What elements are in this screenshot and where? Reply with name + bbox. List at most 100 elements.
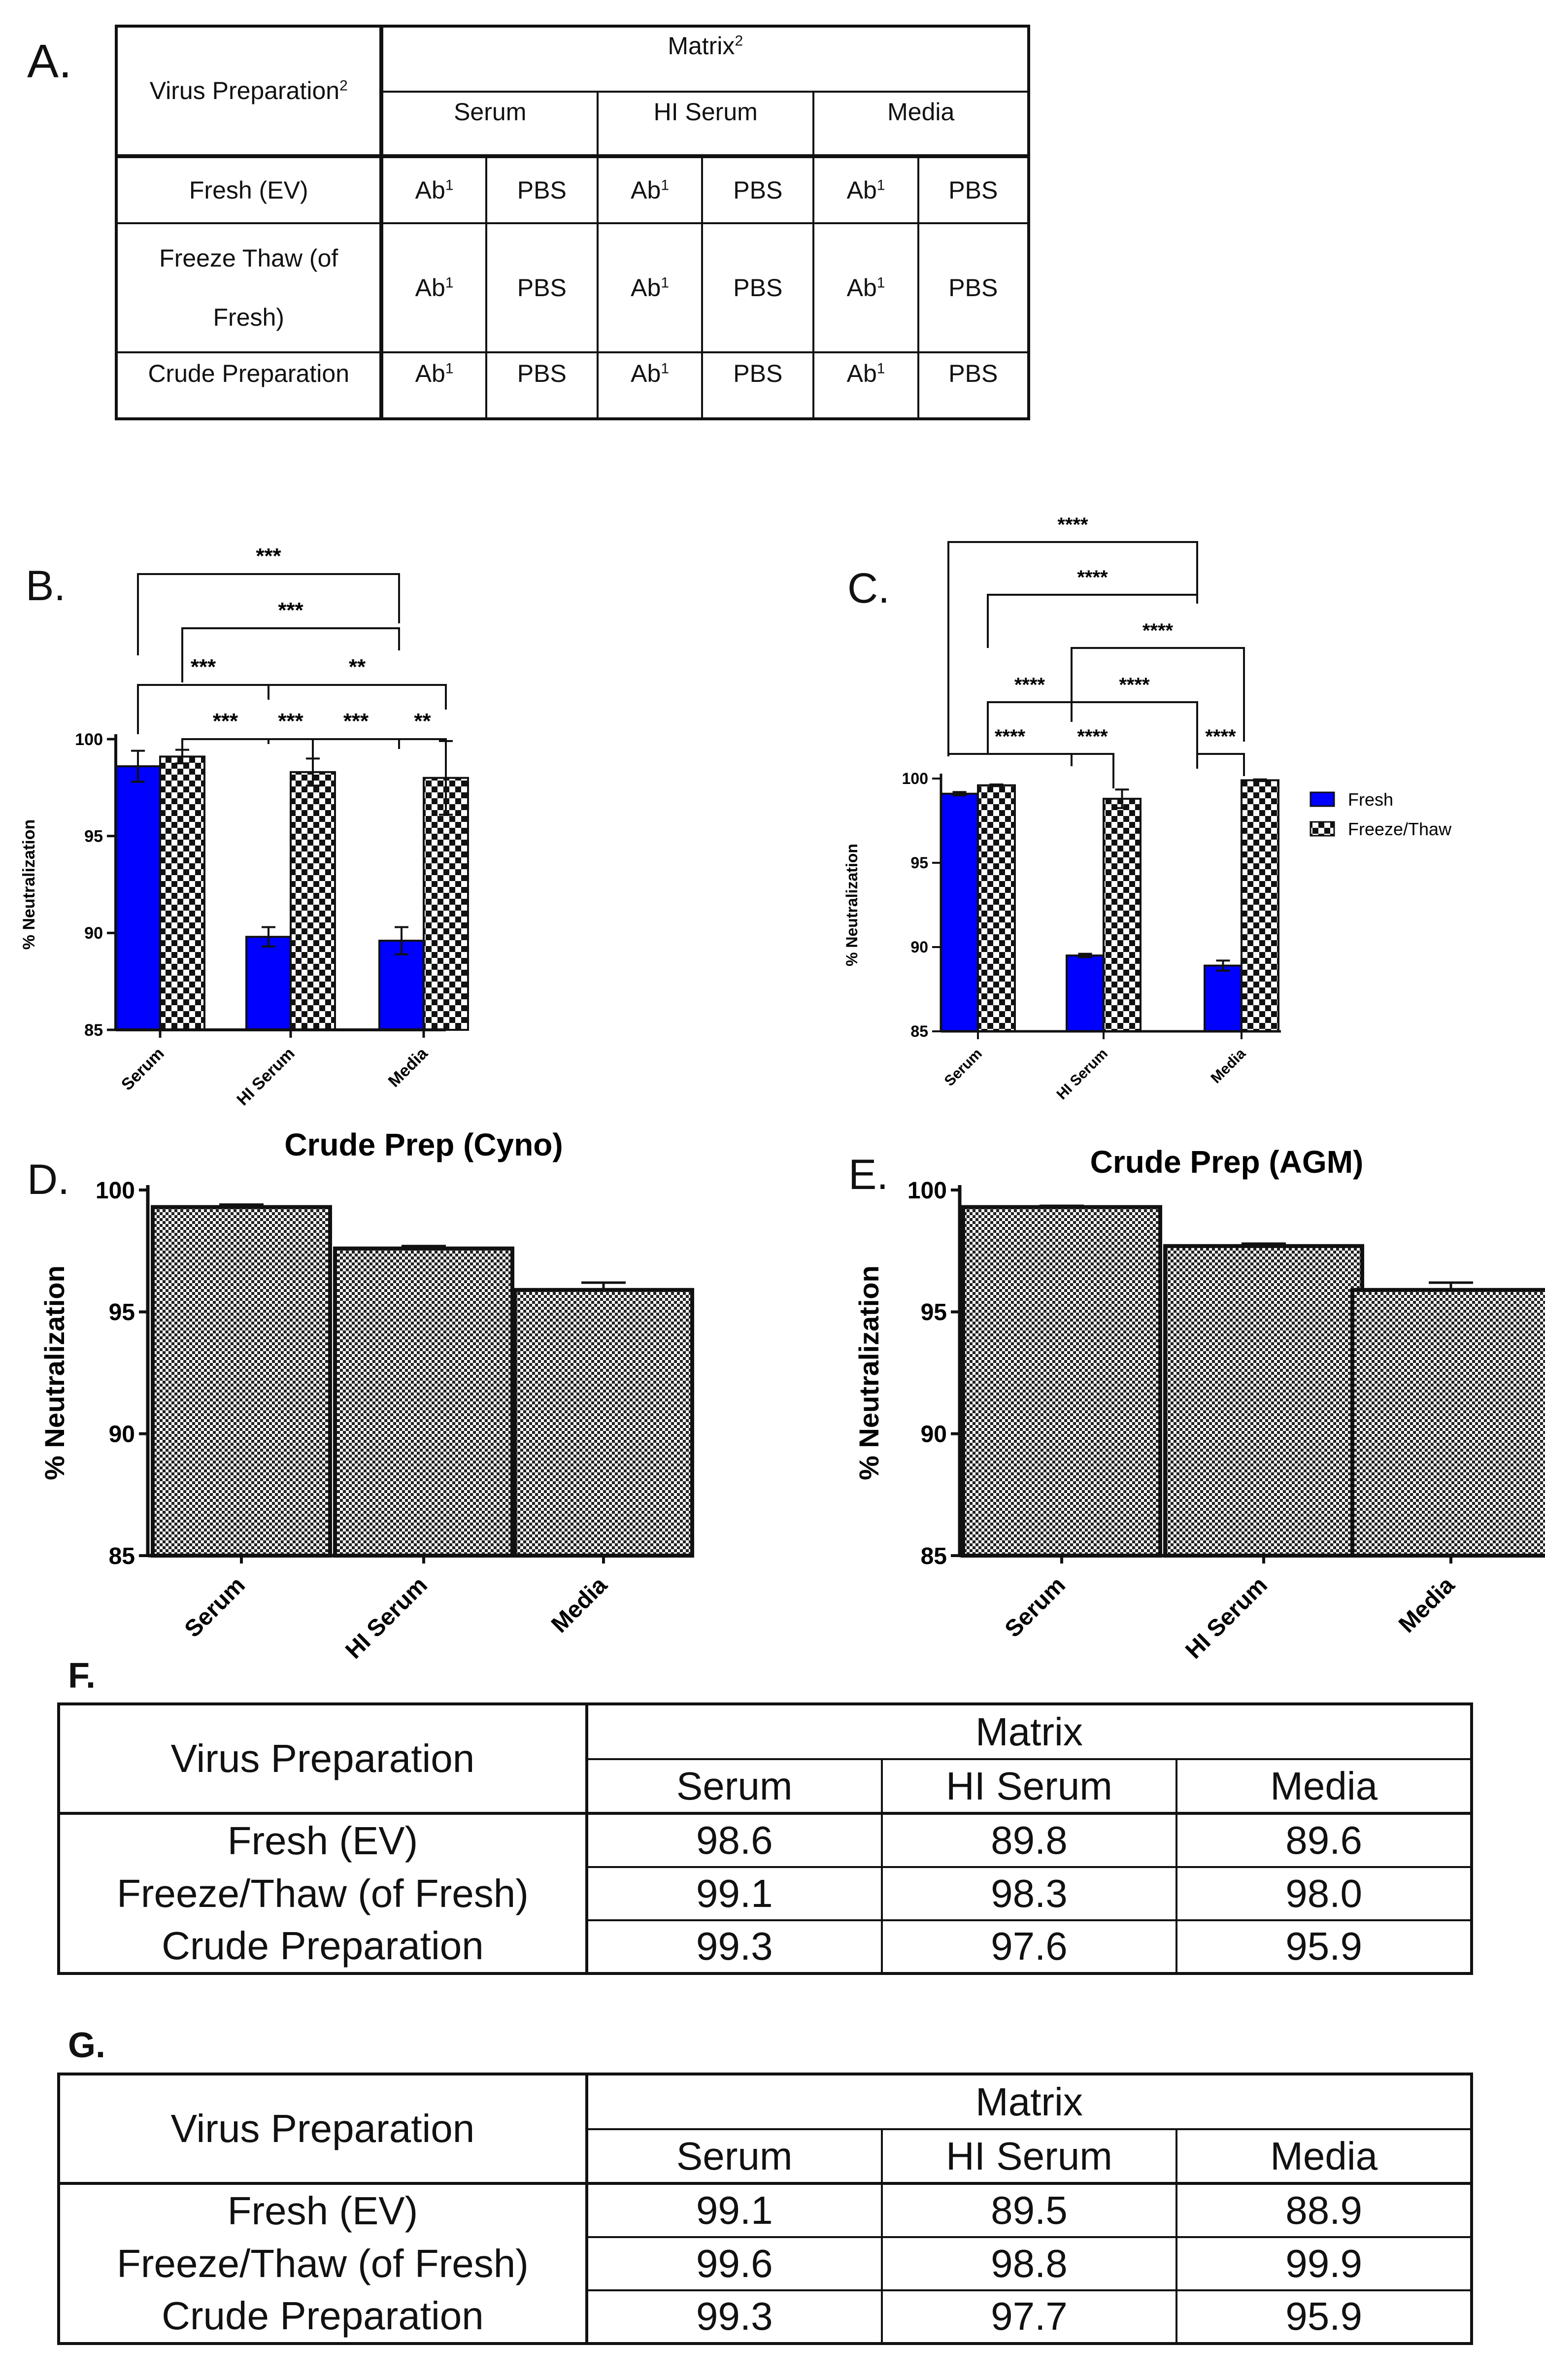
- cell-ab: Ab1: [380, 155, 487, 225]
- x-tick-label: Media: [546, 1572, 612, 1638]
- y-axis-label: % Neutralization: [853, 1265, 884, 1480]
- corner-sup: 2: [339, 77, 348, 94]
- significance-label: ***: [191, 655, 216, 679]
- x-tick-label: Serum: [941, 1046, 985, 1089]
- table-row: Freeze/Thaw (of Fresh) 99.1 98.3 98.0: [58, 1867, 1473, 1921]
- y-tick-label: 90: [910, 938, 928, 956]
- column-header: HI Serum: [880, 2129, 1178, 2185]
- x-tick-label: HI Serum: [1053, 1046, 1110, 1103]
- y-tick-label: 95: [910, 854, 928, 872]
- bar: [513, 1288, 694, 1558]
- table-cell: 97.6: [880, 1920, 1178, 1973]
- x-tick-label: Serum: [1000, 1572, 1071, 1642]
- table-corner: Virus Preparation: [58, 2074, 588, 2185]
- ab-text: Ab: [846, 359, 877, 387]
- y-axis-label: % Neutralization: [39, 1265, 70, 1480]
- bar: [159, 755, 205, 1031]
- chart-c: 85 90 95 100 % Neutralization Serum HI Serum Me…: [843, 514, 1452, 1103]
- ab-sup: 1: [661, 177, 669, 194]
- y-tick-label: 100: [907, 1178, 947, 1204]
- cell-pbs: PBS: [701, 351, 815, 420]
- table-row: Fresh (EV) 99.1 89.5 88.9: [58, 2183, 1473, 2238]
- row-label: Freeze/Thaw (of Fresh): [58, 1867, 588, 1920]
- table-row: Crude Preparation Ab1 PBS Ab1 PBS Ab1 PB…: [115, 351, 1030, 420]
- cell-pbs: PBS: [917, 351, 1030, 420]
- panel-label-b: B.: [26, 562, 66, 610]
- x-tick-label: HI Serum: [1180, 1572, 1272, 1664]
- corner-label: Virus Preparation: [149, 77, 340, 105]
- cell-ab: Ab1: [596, 351, 704, 420]
- panel-label-a: A.: [27, 35, 72, 88]
- table-row: Fresh (EV) Ab1 PBS Ab1 PBS Ab1 PBS: [115, 155, 1030, 225]
- bar: [961, 1205, 1162, 1558]
- cell-pbs: PBS: [485, 155, 599, 225]
- row-label: Crude Preparation: [58, 1920, 588, 1973]
- table-cell: 99.9: [1176, 2237, 1473, 2291]
- legend-label: Freeze/Thaw: [1348, 819, 1452, 839]
- table-row: Crude Preparation 99.3 97.6 95.9: [58, 1920, 1473, 1973]
- y-tick-label: 100: [96, 1178, 135, 1204]
- y-tick-label: 95: [109, 1299, 135, 1326]
- x-tick-label: Media: [1394, 1572, 1460, 1638]
- legend-swatch: [1310, 791, 1335, 807]
- chart-title: Crude Prep (Cyno): [284, 1127, 563, 1162]
- table-cell: 99.1: [585, 2183, 883, 2238]
- table-cell: 99.1: [585, 1867, 883, 1921]
- significance-label: ***: [213, 709, 238, 733]
- ab-text: Ab: [631, 176, 661, 204]
- cell-pbs: PBS: [485, 351, 599, 420]
- cell-ab: Ab1: [812, 222, 919, 353]
- bar: [1204, 964, 1243, 1032]
- cell-ab: Ab1: [812, 351, 919, 420]
- table-cell: 98.6: [585, 1813, 883, 1868]
- row-label: Freeze/Thaw (of Fresh): [58, 2237, 588, 2290]
- significance-bracket: [268, 738, 314, 759]
- chart-b: 85 90 95 100 % Neutralization Serum HI Serum Me…: [20, 544, 469, 1109]
- y-tick-label: 85: [910, 1022, 928, 1040]
- panel-label-c: C.: [847, 565, 890, 612]
- results-table-g: Virus Preparation Matrix Serum HI Serum …: [57, 2073, 1473, 2345]
- ab-sup: 1: [876, 177, 885, 194]
- table-cell: 99.3: [585, 1920, 883, 1973]
- panel-label-d: D.: [27, 1156, 69, 1203]
- y-tick-label: 95: [84, 827, 103, 846]
- y-tick-label: 90: [84, 924, 103, 943]
- bar: [333, 1246, 514, 1558]
- charts-layer: 85 90 95 100 % Neutralization Serum HI Serum Me…: [20, 514, 1545, 1664]
- matrix-label: Matrix: [668, 32, 735, 60]
- table-row: Fresh (EV) 98.6 89.8 89.6: [58, 1813, 1473, 1868]
- table-cell: 98.0: [1176, 1867, 1473, 1921]
- table-cell: 95.9: [1176, 2290, 1473, 2344]
- ab-sup: 1: [876, 274, 885, 291]
- significance-label: ****: [1057, 514, 1088, 536]
- significance-label: ****: [1119, 674, 1150, 696]
- table-row: Freeze/Thaw (of Fresh) 99.6 98.8 99.9: [58, 2237, 1473, 2291]
- ab-sup: 1: [661, 274, 669, 291]
- table-cell: 89.5: [880, 2183, 1178, 2238]
- matrix-header: Matrix: [585, 1704, 1473, 1761]
- significance-bracket: [947, 753, 1073, 766]
- row-label-line2: Fresh): [213, 303, 284, 331]
- row-label-line1: Freeze Thaw (of: [159, 244, 338, 272]
- bar: [151, 1205, 332, 1558]
- y-tick-label: 100: [902, 770, 928, 787]
- significance-label: ****: [1014, 674, 1045, 696]
- ab-sup: 1: [445, 177, 454, 194]
- row-label: Fresh (EV): [115, 155, 384, 225]
- x-tick-label: Serum: [118, 1044, 168, 1094]
- legend-swatch: [1310, 821, 1335, 837]
- ab-text: Ab: [415, 273, 445, 302]
- significance-bracket: [1196, 753, 1245, 776]
- bar: [1241, 779, 1279, 1033]
- table-corner: Virus Preparation: [58, 1704, 588, 1815]
- significance-label: **: [349, 655, 366, 679]
- row-label: Freeze Thaw (of Fresh): [115, 222, 384, 353]
- significance-bracket: [137, 573, 400, 655]
- table-cell: 89.6: [1176, 1813, 1473, 1868]
- y-tick-label: 90: [109, 1421, 135, 1447]
- significance-label: ****: [1077, 726, 1108, 748]
- significance-label: ****: [1205, 726, 1236, 748]
- x-tick-label: HI Serum: [340, 1572, 432, 1664]
- significance-bracket: [398, 738, 447, 756]
- significance-label: ****: [1142, 620, 1174, 642]
